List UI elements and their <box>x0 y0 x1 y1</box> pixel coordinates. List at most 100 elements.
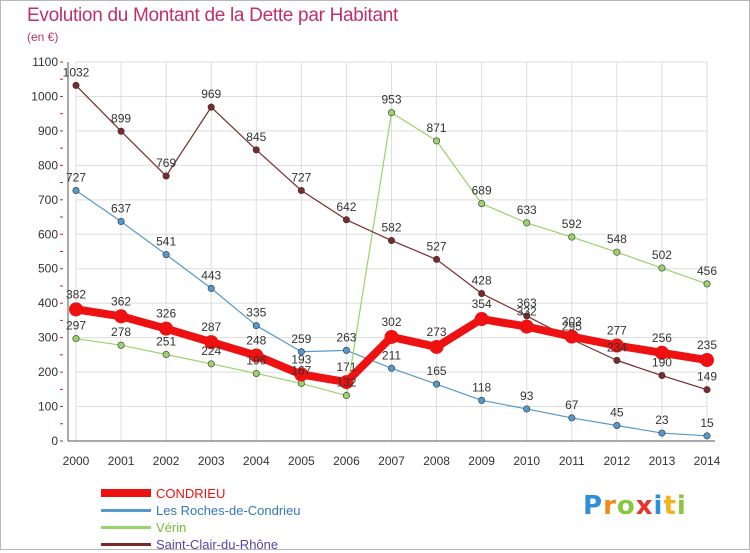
data-point <box>523 312 531 320</box>
x-tick-label: 2002 <box>153 454 180 468</box>
data-label: 303 <box>562 315 582 329</box>
data-point <box>297 187 305 195</box>
x-tick-label: 2003 <box>198 454 225 468</box>
legend-label: Saint-Clair-du-Rhône <box>156 537 279 552</box>
data-label: 302 <box>381 315 401 329</box>
y-tick-label: 900 <box>38 124 58 138</box>
data-label: 1032 <box>63 65 90 79</box>
data-point <box>613 421 621 429</box>
data-point <box>162 172 170 180</box>
data-point <box>387 236 395 244</box>
y-tick-label: 1100 <box>32 55 58 69</box>
data-label: 295 <box>562 319 582 333</box>
data-label: 969 <box>201 87 221 101</box>
data-point <box>162 251 170 259</box>
data-point <box>342 346 350 354</box>
data-label: 326 <box>156 307 176 321</box>
data-point <box>252 369 260 377</box>
data-label: 251 <box>156 335 176 349</box>
x-tick-label: 2000 <box>63 454 90 468</box>
data-label: 592 <box>562 217 582 231</box>
data-point <box>342 216 350 224</box>
x-tick-label: 2008 <box>423 454 450 468</box>
data-label: 727 <box>66 171 86 185</box>
x-tick-label: 2013 <box>649 454 676 468</box>
legend-swatch <box>101 526 151 529</box>
data-label: 845 <box>246 130 266 144</box>
data-point <box>478 200 486 208</box>
data-label: 171 <box>336 360 356 374</box>
legend-label: CONDRIEU <box>156 486 226 501</box>
data-label: 953 <box>381 93 401 107</box>
legend-swatch <box>101 543 151 546</box>
data-point <box>384 329 399 344</box>
x-tick-label: 2009 <box>468 454 495 468</box>
data-label: 167 <box>291 363 311 377</box>
data-label: 23 <box>655 413 669 427</box>
data-point <box>478 396 486 404</box>
data-label: 633 <box>517 203 537 217</box>
x-tick-label: 2001 <box>108 454 135 468</box>
data-label: 211 <box>382 348 401 362</box>
data-point <box>519 319 534 334</box>
data-label: 582 <box>381 220 401 234</box>
data-point <box>297 348 305 356</box>
data-point <box>342 392 350 400</box>
x-tick-label: 2004 <box>243 454 270 468</box>
logo-letter: P <box>583 491 604 521</box>
data-point <box>117 127 125 135</box>
data-point <box>478 290 486 298</box>
data-label: 637 <box>111 202 131 216</box>
data-point <box>700 353 714 368</box>
data-point <box>294 367 309 382</box>
y-tick-label: 0 <box>51 434 58 448</box>
data-point <box>658 372 666 380</box>
data-point <box>523 219 531 227</box>
data-point <box>433 380 441 388</box>
data-label: 248 <box>246 334 266 348</box>
data-label: 769 <box>156 156 176 170</box>
data-label: 273 <box>427 325 447 339</box>
data-label: 149 <box>697 370 717 384</box>
data-point <box>654 345 669 360</box>
data-point <box>207 103 215 111</box>
data-point <box>387 109 395 117</box>
data-label: 235 <box>697 338 717 352</box>
legend-swatch <box>101 509 151 512</box>
data-label: 278 <box>111 325 131 339</box>
data-label: 382 <box>66 287 86 301</box>
data-label: 118 <box>472 380 491 394</box>
y-tick-label: 200 <box>38 365 58 379</box>
data-label: 165 <box>427 364 447 378</box>
data-point <box>207 360 215 368</box>
data-point <box>72 81 80 89</box>
y-tick-label: 300 <box>38 331 58 345</box>
data-point <box>658 264 666 272</box>
logo-letter: i <box>676 491 687 521</box>
data-label: 297 <box>66 319 86 333</box>
x-tick-label: 2006 <box>333 454 360 468</box>
data-label: 234 <box>607 340 627 354</box>
legend-label: Les Roches-de-Condrieu <box>156 503 301 518</box>
x-tick-label: 2010 <box>513 454 540 468</box>
data-label: 541 <box>156 235 176 249</box>
y-tick-label: 500 <box>38 262 58 276</box>
x-tick-label: 2005 <box>288 454 315 468</box>
data-point <box>72 187 80 195</box>
data-label: 727 <box>291 171 311 185</box>
data-label: 45 <box>610 405 624 419</box>
y-tick-label: 600 <box>38 227 58 241</box>
data-point <box>703 386 711 394</box>
data-label: 67 <box>565 398 579 412</box>
data-point <box>658 429 666 437</box>
data-label: 527 <box>427 239 447 253</box>
data-point <box>252 322 260 330</box>
data-point <box>609 338 624 353</box>
data-point <box>72 335 80 343</box>
data-label: 443 <box>201 268 221 282</box>
logo-letter: r <box>603 491 617 521</box>
data-label: 428 <box>472 274 492 288</box>
data-point <box>114 309 129 324</box>
y-tick-label: 400 <box>38 296 58 310</box>
data-point <box>69 302 83 317</box>
